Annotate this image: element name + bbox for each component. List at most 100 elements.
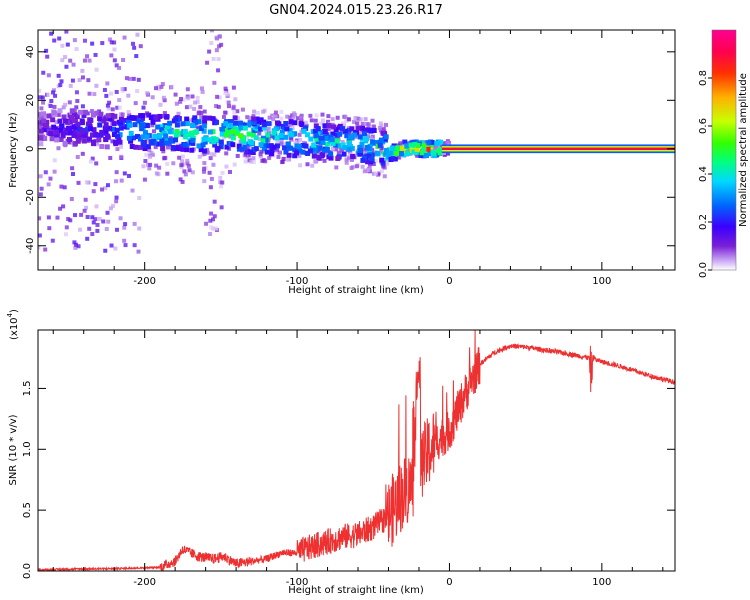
ridge-cell [200, 142, 206, 148]
ridge-cell [331, 124, 337, 130]
ridge-cell [129, 115, 135, 121]
ridge-cell [254, 116, 260, 122]
noise-cell [382, 174, 387, 179]
ridge-cell [210, 129, 216, 135]
snr-ytick-label: 0.5 [22, 502, 33, 518]
noise-cell [346, 117, 351, 122]
noise-cell [45, 54, 50, 59]
ridge-cell [105, 133, 111, 139]
noise-cell [248, 115, 253, 120]
noise-cell [46, 92, 51, 97]
noise-cell [285, 114, 290, 119]
noise-cell [93, 182, 98, 187]
figure-title: GN04.2024.015.23.26.R17 [269, 3, 443, 18]
noise-cell [211, 217, 216, 222]
noise-cell [212, 80, 217, 85]
ridge-cell [234, 128, 240, 134]
noise-cell [351, 119, 356, 124]
noise-cell [379, 150, 384, 155]
noise-cell [205, 60, 210, 65]
ridge-cell [362, 131, 368, 137]
noise-cell [216, 68, 221, 73]
noise-cell [101, 219, 106, 224]
ridge-cell [157, 113, 163, 119]
ridge-cell [224, 144, 230, 150]
noise-cell [243, 152, 248, 157]
ridge-cell [278, 132, 284, 138]
noise-cell [114, 195, 119, 200]
ridge-cell [241, 139, 247, 145]
noise-cell [204, 221, 209, 226]
ridge-cell [380, 160, 386, 166]
snr-ytick-label: 0.0 [22, 563, 33, 579]
noise-cell [319, 121, 324, 126]
noise-cell [179, 163, 184, 168]
noise-cell [279, 109, 284, 114]
colorbar-tick-label: 0.8 [698, 70, 709, 86]
noise-cell [398, 141, 403, 146]
noise-cell [118, 216, 123, 221]
ridge-cell [222, 128, 228, 134]
ridge-cell [96, 137, 102, 143]
noise-cell [275, 139, 280, 144]
noise-cell [313, 159, 318, 164]
snr-xtick-label: -100 [286, 577, 309, 588]
ridge-cell [253, 135, 259, 141]
noise-cell [381, 164, 386, 169]
noise-cell [154, 163, 159, 168]
noise-cell [48, 176, 53, 181]
ridge-cell [294, 146, 300, 152]
ridge-cell [305, 150, 311, 156]
noise-cell [71, 172, 76, 177]
ridge-cell [184, 121, 190, 127]
noise-cell [142, 100, 147, 105]
ridge-cell [335, 156, 341, 162]
noise-cell [64, 64, 69, 69]
ridge-cell [202, 136, 208, 142]
ridge-cell [194, 129, 200, 135]
ridge-cell [337, 143, 343, 149]
ridge-cell [408, 142, 414, 148]
ridge-cell [292, 131, 298, 137]
noise-cell [279, 142, 284, 147]
noise-cell [165, 145, 170, 150]
ridge-cell [283, 120, 289, 126]
ridge-cell [429, 139, 435, 145]
noise-cell [52, 158, 57, 163]
noise-cell [109, 243, 114, 248]
noise-cell [272, 149, 277, 154]
ridge-cell [258, 126, 264, 132]
ridge-cell [155, 141, 161, 147]
noise-cell [104, 226, 109, 231]
ridge-cell [80, 129, 86, 135]
noise-cell [326, 127, 331, 132]
ridge-cell [238, 133, 244, 139]
noise-cell [217, 95, 222, 100]
noise-cell [115, 105, 120, 110]
noise-cell [270, 113, 275, 118]
ridge-cell [366, 153, 372, 159]
noise-cell [396, 155, 401, 160]
ridge-cell [393, 150, 399, 156]
noise-cell [196, 111, 201, 116]
noise-cell [114, 199, 119, 204]
ridge-cell [258, 117, 264, 123]
noise-cell [122, 171, 127, 176]
noise-cell [38, 233, 42, 238]
noise-cell [145, 91, 150, 96]
noise-cell [58, 206, 63, 211]
noise-cell [75, 154, 80, 159]
noise-cell [207, 49, 212, 54]
noise-cell [211, 226, 216, 231]
noise-cell [148, 162, 153, 167]
ridge-cell [57, 127, 63, 133]
ridge-cell [240, 136, 246, 142]
noise-cell [61, 105, 66, 110]
ridge-cell [50, 117, 56, 123]
ridge-cell [425, 146, 431, 152]
ridge-cell [366, 127, 372, 133]
ridge-cell [112, 113, 118, 119]
snr-line-layer [38, 330, 675, 571]
noise-cell [336, 151, 341, 156]
